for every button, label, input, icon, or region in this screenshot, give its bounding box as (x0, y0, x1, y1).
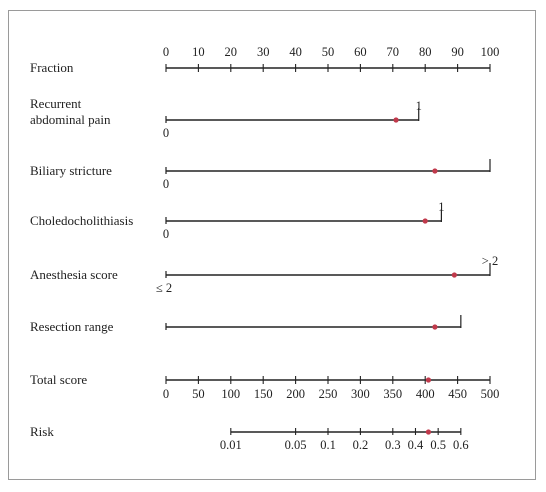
fraction-tick-label: 80 (419, 45, 432, 59)
total_score-tick-label: 300 (351, 387, 370, 401)
biliary_stricture-marker (432, 168, 438, 174)
total_score-tick-label: 350 (383, 387, 402, 401)
recurrent_abdominal_pain-label: Recurrent abdominal pain (30, 96, 111, 127)
biliary_stricture-label: Biliary stricture (30, 163, 112, 178)
fraction-label: Fraction (30, 60, 74, 75)
fraction-tick-label: 10 (192, 45, 205, 59)
risk-tick-label: 0.5 (430, 438, 446, 452)
total_score-label: Total score (30, 372, 87, 387)
recurrent_abdominal_pain-marker (393, 117, 399, 123)
total_score-tick-label: 150 (254, 387, 273, 401)
anesthesia_score-marker (451, 272, 457, 278)
resection_range-marker (432, 324, 438, 330)
risk-tick-label: 0.6 (453, 438, 469, 452)
recurrent_abdominal_pain-label-line: abdominal pain (30, 112, 111, 127)
biliary_stricture-level-low: 0 (163, 177, 169, 191)
choledocholithiasis-level-high: 1 (438, 200, 444, 214)
total_score-tick-label: 200 (286, 387, 305, 401)
resection_range-label: Resection range (30, 319, 114, 334)
total_score-tick-label: 100 (221, 387, 240, 401)
choledocholithiasis-marker (422, 218, 428, 224)
total_score-tick-label: 500 (481, 387, 500, 401)
risk-tick-label: 0.01 (220, 438, 242, 452)
anesthesia_score-level-low: ≤ 2 (156, 281, 172, 295)
fraction-tick-label: 60 (354, 45, 367, 59)
fraction-tick-label: 0 (163, 45, 169, 59)
total_score-tick-label: 0 (163, 387, 169, 401)
recurrent_abdominal_pain-level-high: 1 (416, 99, 422, 113)
fraction-tick-label: 50 (322, 45, 335, 59)
fraction-tick-label: 100 (481, 45, 500, 59)
total_score-tick-label: 50 (192, 387, 205, 401)
risk-tick-label: 0.2 (353, 438, 369, 452)
anesthesia_score-level-high: > 2 (482, 254, 498, 268)
risk-tick-label: 0.3 (385, 438, 401, 452)
choledocholithiasis-label: Choledocholithiasis (30, 213, 133, 228)
total_score-tick-label: 400 (416, 387, 435, 401)
risk-marker (425, 429, 432, 435)
fraction-tick-label: 30 (257, 45, 270, 59)
recurrent_abdominal_pain-label-line: Recurrent (30, 96, 82, 111)
risk-label: Risk (30, 424, 54, 439)
risk-tick-label: 0.4 (408, 438, 424, 452)
anesthesia_score-label: Anesthesia score (30, 267, 118, 282)
fraction-tick-label: 90 (451, 45, 464, 59)
fraction-tick-label: 20 (225, 45, 238, 59)
risk-tick-label: 0.1 (320, 438, 336, 452)
total_score-marker (425, 377, 432, 383)
recurrent_abdominal_pain-level-low: 0 (163, 126, 169, 140)
choledocholithiasis-level-low: 0 (163, 227, 169, 241)
total_score-tick-label: 450 (448, 387, 467, 401)
risk-tick-label: 0.05 (285, 438, 307, 452)
fraction-tick-label: 70 (387, 45, 400, 59)
fraction-tick-label: 40 (289, 45, 302, 59)
chart-frame (8, 10, 536, 480)
total_score-tick-label: 250 (319, 387, 338, 401)
